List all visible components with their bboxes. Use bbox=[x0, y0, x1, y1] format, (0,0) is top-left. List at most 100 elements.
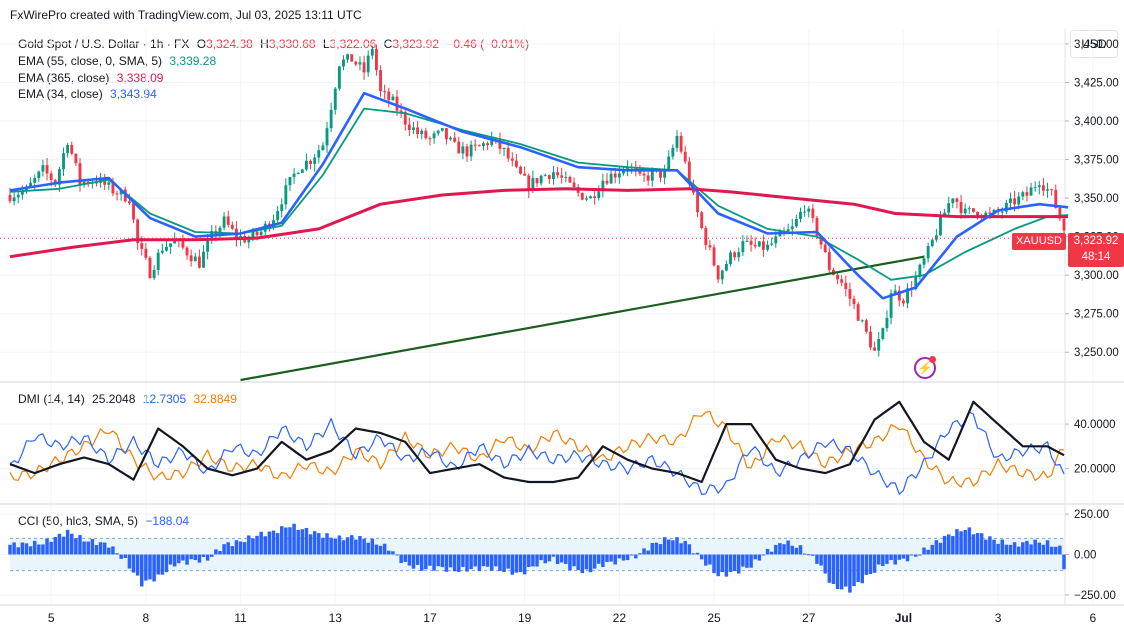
cci-bar bbox=[934, 540, 939, 555]
price-axis[interactable]: 3,450.00 3,425.00 3,400.00 3,375.00 3,350.00… bbox=[1065, 39, 1119, 602]
cci-bar bbox=[349, 535, 354, 555]
candle-body bbox=[20, 190, 24, 195]
cci-label: CCI (50, hlc3, SMA, 5) bbox=[18, 514, 139, 528]
ema34-legend[interactable]: EMA (34, close) 3,343.94 bbox=[18, 86, 157, 102]
cci-bar bbox=[988, 536, 992, 555]
cci-bar bbox=[177, 554, 181, 564]
cci-bar bbox=[185, 554, 189, 565]
cci-bar bbox=[329, 537, 333, 555]
candle-body bbox=[115, 193, 119, 195]
y-tick-label: 3,450.00 bbox=[1074, 39, 1119, 51]
candle-body bbox=[251, 231, 255, 240]
candle-body bbox=[519, 166, 522, 174]
candle-body bbox=[407, 124, 411, 130]
cci-bar bbox=[477, 554, 482, 572]
candle-body bbox=[313, 157, 317, 165]
cci-bar bbox=[247, 535, 251, 555]
cci-legend[interactable]: CCI (50, hlc3, SMA, 5) −188.04 bbox=[18, 513, 189, 529]
candle-body bbox=[901, 300, 905, 304]
cci-bar bbox=[119, 554, 123, 559]
candle-body bbox=[729, 252, 732, 265]
candle-body bbox=[41, 165, 45, 172]
cci-bar bbox=[839, 554, 844, 590]
y-tick-label: 3,300.00 bbox=[1074, 270, 1119, 282]
candle-body bbox=[976, 211, 979, 216]
candle-body bbox=[57, 169, 61, 185]
cci-bar bbox=[312, 531, 317, 555]
cci-bar bbox=[963, 529, 967, 555]
cci-bar bbox=[918, 554, 922, 556]
candle-body bbox=[943, 212, 947, 216]
cci-bar bbox=[448, 554, 453, 568]
cci-bar bbox=[601, 554, 605, 568]
candle-body bbox=[741, 241, 745, 253]
cci-bar bbox=[551, 554, 556, 557]
cci-bar bbox=[465, 554, 469, 572]
candle-body bbox=[111, 182, 115, 194]
cci-bar bbox=[806, 554, 811, 556]
cci-bar bbox=[321, 537, 325, 555]
candle-body bbox=[482, 143, 485, 146]
candle-body bbox=[527, 175, 531, 191]
candle-body bbox=[412, 127, 415, 130]
cci-bar bbox=[70, 533, 74, 555]
candle-body bbox=[836, 274, 839, 280]
cci-bar bbox=[650, 543, 655, 555]
ema34-value: 3,343.94 bbox=[110, 87, 157, 101]
candle-body bbox=[74, 153, 78, 164]
candle-body bbox=[193, 256, 197, 262]
cci-bar bbox=[959, 531, 963, 555]
y-tick-label: 40.0000 bbox=[1074, 419, 1116, 431]
candle-body bbox=[626, 167, 630, 170]
candle-body bbox=[300, 169, 304, 173]
candle-body bbox=[387, 91, 391, 101]
candle-body bbox=[753, 244, 757, 247]
candle-body bbox=[803, 211, 807, 213]
cci-bar bbox=[391, 551, 395, 555]
cci-bar bbox=[724, 554, 729, 577]
cci-bar bbox=[831, 554, 836, 585]
candle-body bbox=[206, 240, 210, 252]
time-axis[interactable]: 5 8 11 13 17 19 22 25 27 Jul 3 6 bbox=[48, 611, 1097, 625]
candle-body bbox=[560, 175, 564, 178]
candle-body bbox=[807, 208, 811, 212]
alert-icon[interactable]: ⚡ bbox=[914, 357, 936, 379]
candle-body bbox=[1037, 185, 1041, 188]
candle-body bbox=[646, 175, 650, 181]
x-tick-label: Jul bbox=[895, 611, 912, 625]
cci-bar bbox=[457, 554, 461, 572]
currency-button[interactable]: USD bbox=[1070, 30, 1118, 58]
cci-bar bbox=[189, 554, 193, 560]
candle-body bbox=[132, 203, 135, 220]
cci-bar bbox=[502, 554, 506, 572]
cci-bar bbox=[638, 553, 642, 555]
ema365-legend[interactable]: EMA (365, close) 3,338.09 bbox=[18, 70, 163, 86]
candle-body bbox=[860, 320, 864, 322]
ema55-legend[interactable]: EMA (55, close, 0, SMA, 5) 3,339.28 bbox=[18, 53, 216, 69]
cci-bar bbox=[584, 554, 589, 570]
candle-body bbox=[469, 144, 473, 157]
cci-bar bbox=[452, 554, 457, 572]
x-tick-label: 27 bbox=[802, 611, 816, 625]
cci-bar bbox=[489, 554, 494, 571]
candle-body bbox=[358, 62, 362, 65]
cci-bar bbox=[522, 554, 527, 575]
cci-bar bbox=[794, 547, 799, 555]
candle-body bbox=[815, 217, 819, 236]
candle-body bbox=[799, 211, 802, 219]
candle-body bbox=[432, 133, 436, 139]
cci-bar bbox=[214, 549, 218, 555]
candle-body bbox=[173, 239, 177, 244]
candle-body bbox=[350, 54, 354, 62]
candle-body bbox=[1050, 189, 1054, 191]
cci-bar bbox=[1041, 544, 1046, 555]
x-tick-label: 8 bbox=[143, 611, 150, 625]
candle-body bbox=[720, 270, 724, 280]
cci-bar bbox=[267, 531, 272, 555]
candle-body bbox=[465, 146, 469, 157]
cci-bar bbox=[646, 550, 650, 555]
candle-body bbox=[1033, 187, 1037, 189]
candle-body bbox=[914, 276, 918, 290]
cci-bar bbox=[568, 554, 572, 571]
